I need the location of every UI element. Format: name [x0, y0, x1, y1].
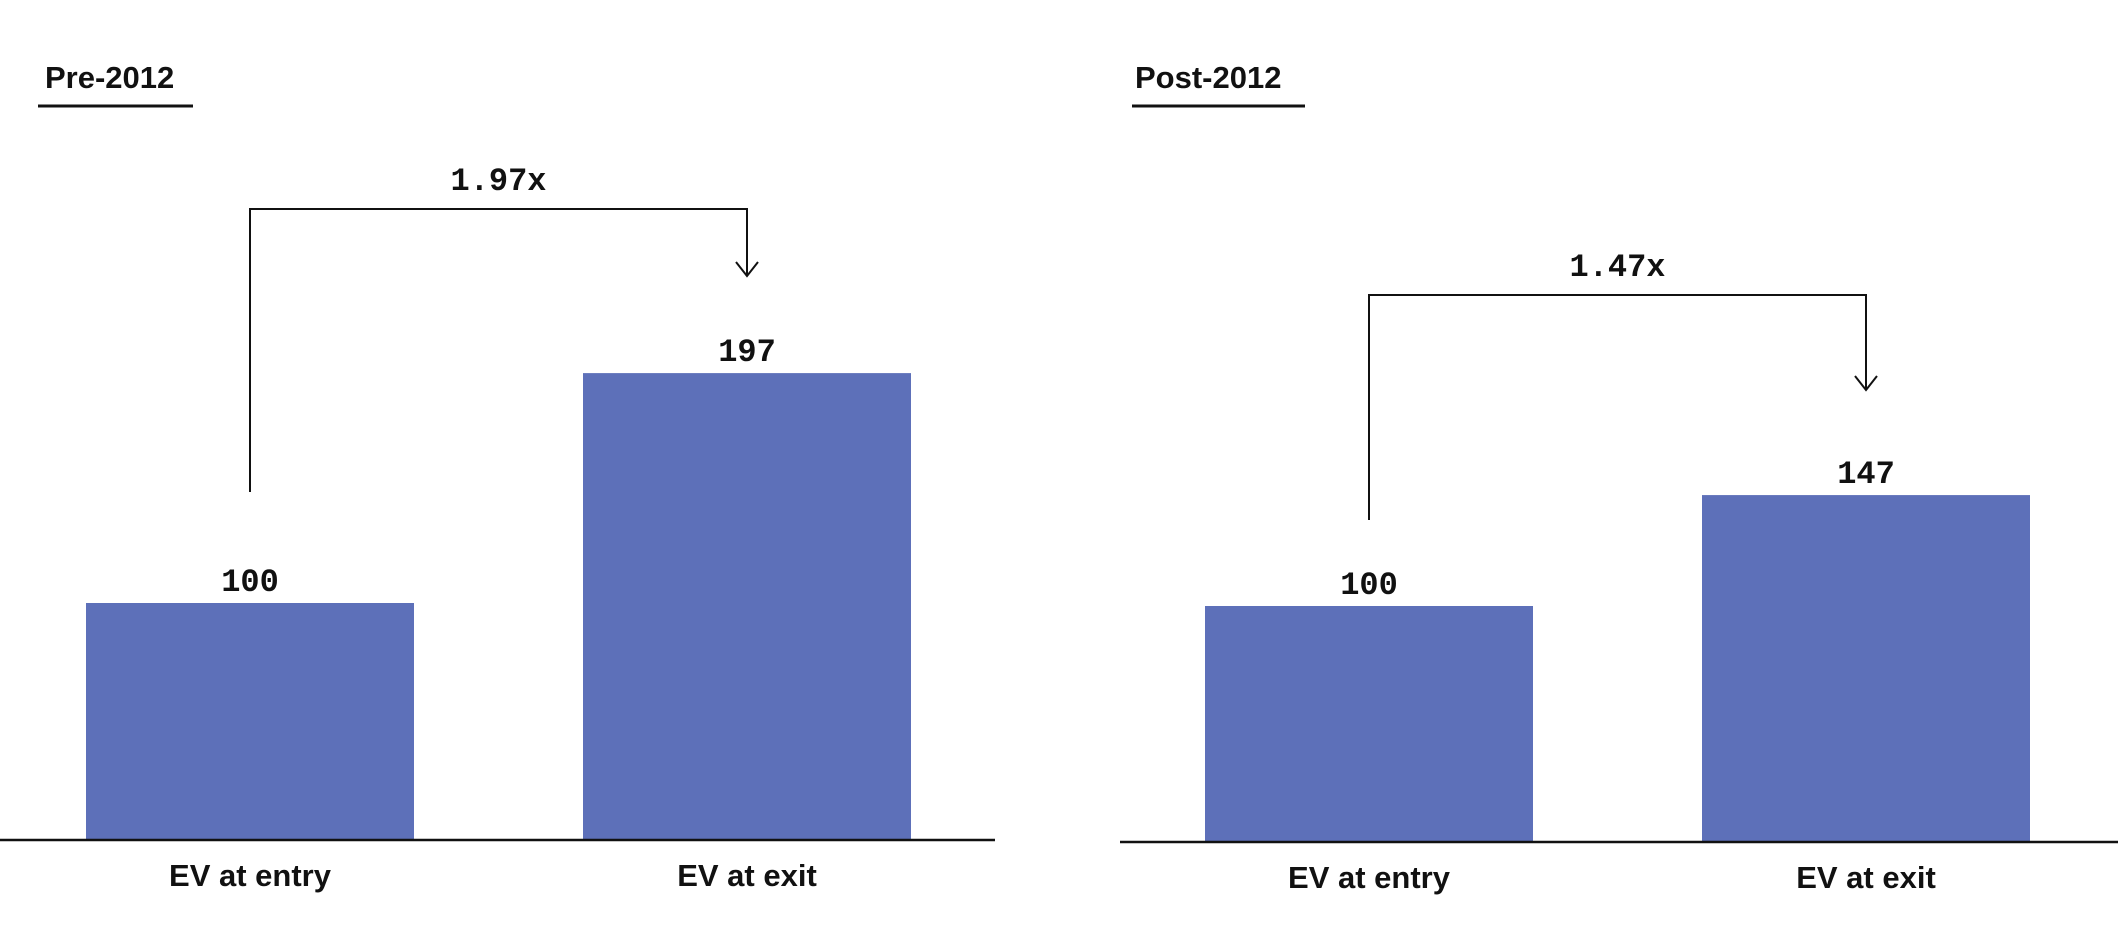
data-label: 147 [1837, 456, 1895, 493]
data-label: 197 [718, 334, 776, 371]
chart-panel-1: Pre-2012 100 EV at entry 197 EV at exit 1.97x [0, 60, 995, 893]
chart-title: Pre-2012 [45, 60, 174, 95]
bar-ev-at-exit [1702, 495, 2030, 842]
chart-panel-2: Post-2012 100 EV at entry 147 EV at exit 1.47… [1120, 60, 2118, 895]
arrow-head-icon [735, 261, 759, 278]
growth-connector [1368, 294, 1867, 520]
arrow-head-icon [1854, 375, 1878, 392]
bar-ev-at-exit [583, 373, 911, 840]
x-tick-label: EV at exit [677, 858, 817, 893]
multiple-label: 1.97x [450, 163, 546, 200]
data-label: 100 [1340, 567, 1398, 604]
x-tick-label: EV at exit [1796, 860, 1936, 895]
bar-ev-at-entry [86, 603, 414, 840]
data-label: 100 [221, 564, 279, 601]
x-tick-label: EV at entry [169, 858, 332, 893]
multiple-label: 1.47x [1569, 249, 1665, 286]
chart-title: Post-2012 [1135, 60, 1281, 95]
bar-ev-at-entry [1205, 606, 1533, 842]
x-tick-label: EV at entry [1288, 860, 1451, 895]
growth-connector [249, 208, 748, 492]
